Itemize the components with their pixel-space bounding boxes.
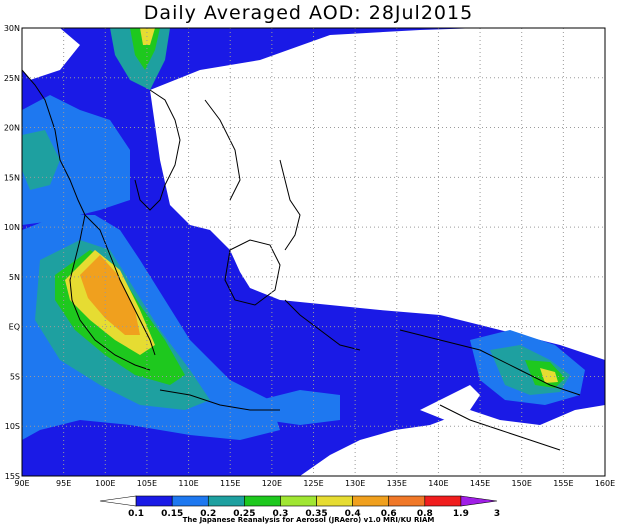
philippines-coast (279, 159, 301, 251)
map-title: Daily Averaged AOD: 28Jul2015 (143, 2, 474, 24)
lat-label: 5S (10, 372, 20, 381)
lat-label: 5N (9, 273, 20, 282)
aod-0-25-nw (22, 130, 60, 190)
lat-label: 10N (4, 223, 20, 232)
low-aod-region-south (300, 405, 605, 476)
colorbar-level-label: 1.9 (453, 509, 469, 519)
lon-label: 130E (345, 479, 365, 488)
coastlines (22, 69, 581, 451)
lon-label: 110E (178, 479, 198, 488)
aod-0-4-east (540, 368, 558, 383)
colorbar-swatch (316, 495, 353, 507)
colorbar-swatch (135, 495, 173, 507)
lon-label: 160E (595, 479, 615, 488)
aod-field (22, 28, 605, 476)
colorbar-swatch (171, 495, 209, 507)
colorbar-level-label: 0.6 (381, 509, 397, 519)
malay-peninsula-coast (84, 214, 156, 356)
lon-label: 115E (220, 479, 240, 488)
low-aod-region-north-sea (150, 28, 605, 360)
colorbar-level-label: 0.2 (200, 509, 216, 519)
colorbar-swatch (244, 495, 281, 507)
credit-line: The Japanese Reanalysis for Aerosol (JRA… (182, 516, 435, 524)
latitude-labels: 30N 25N 20N 15N 10N 5N EQ 5S 10S 15S (4, 24, 20, 481)
low-aod-region-timor (420, 385, 480, 420)
lat-label: 10S (5, 422, 20, 431)
colorbar-swatch (424, 495, 462, 507)
lon-label: 140E (428, 479, 448, 488)
longitude-labels: 90E 95E 100E 105E 110E 115E 120E 125E 130E 135E 14… (14, 479, 615, 488)
lon-label: 145E (470, 479, 490, 488)
lat-label: EQ (9, 323, 20, 332)
aod-0-2-sea (260, 390, 340, 425)
colorbar: 0.1 0.15 0.2 0.25 0.3 0.35 0.4 0.6 0.8 1.9 3 (99, 495, 500, 519)
indochina-coast (134, 89, 181, 211)
colorbar-level-label: 0.35 (305, 509, 327, 519)
plot-frame (21, 27, 606, 477)
lat-label: 15S (5, 472, 20, 481)
colorbar-level-label: 0.4 (345, 509, 361, 519)
lat-label: 25N (4, 74, 20, 83)
new-guinea-coast (399, 329, 581, 396)
colorbar-swatch (388, 495, 426, 507)
sulawesi-coast (284, 299, 361, 351)
aod-0-3-north (130, 28, 160, 70)
lon-label: 100E (95, 479, 115, 488)
colorbar-swatch (352, 495, 390, 507)
lon-label: 95E (56, 479, 71, 488)
sumatra-coast-west (22, 69, 151, 371)
colorbar-swatch (280, 495, 317, 507)
lon-label: 135E (387, 479, 407, 488)
colorbar-swatch (207, 495, 245, 507)
lon-label: 105E (137, 479, 157, 488)
colorbar-level-label: 3 (494, 509, 500, 519)
lon-label: 120E (262, 479, 282, 488)
aod-0-6-west (80, 255, 140, 335)
lon-label: 150E (512, 479, 532, 488)
java-coast (159, 389, 280, 411)
colorbar-level-label: 0.25 (233, 509, 255, 519)
colorbar-swatch (460, 495, 498, 507)
colorbar-level-label: 0.15 (161, 509, 183, 519)
lon-label: 90E (14, 479, 29, 488)
lat-label: 30N (4, 24, 20, 33)
lat-label: 20N (4, 124, 20, 133)
australia-coast (439, 404, 561, 451)
lon-label: 155E (553, 479, 573, 488)
aod-0-4-north (140, 28, 155, 45)
colorbar-level-label: 0.8 (417, 509, 433, 519)
vietnam-coast (204, 99, 241, 201)
lon-label: 125E (303, 479, 323, 488)
gridlines (22, 28, 605, 476)
borneo-coast (224, 239, 281, 306)
colorbar-level-label: 0.1 (128, 509, 144, 519)
colorbar-swatch (99, 495, 137, 507)
lat-label: 15N (4, 173, 20, 182)
low-aod-region-northwest (22, 28, 80, 80)
colorbar-level-label: 0.3 (272, 509, 288, 519)
